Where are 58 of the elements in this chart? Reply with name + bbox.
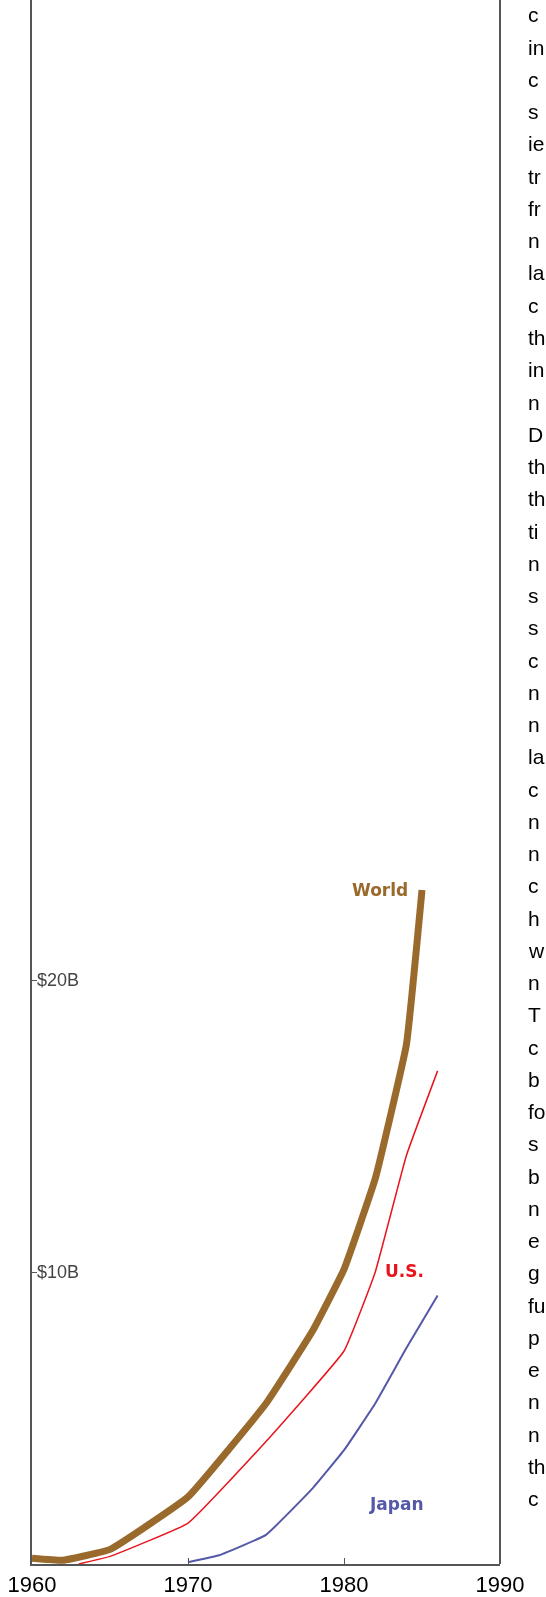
text: fr	[528, 197, 541, 220]
text: s	[528, 584, 539, 607]
text: b	[528, 1165, 540, 1188]
text: s	[528, 1132, 539, 1155]
text: c	[528, 294, 539, 317]
text: h	[528, 907, 540, 930]
text: n	[528, 229, 540, 252]
text: la	[528, 261, 545, 284]
text: n	[528, 552, 540, 575]
text: s	[528, 616, 539, 639]
text: g	[528, 1261, 540, 1284]
text: n	[528, 1390, 540, 1413]
text: la	[528, 745, 545, 768]
y-tick-label: $20B	[37, 970, 80, 990]
text: b	[528, 1068, 540, 1091]
text: ti	[528, 520, 539, 543]
text: in	[528, 358, 545, 381]
text: th	[528, 326, 546, 349]
text: w	[528, 939, 545, 962]
text: T	[528, 1003, 541, 1026]
text: D	[528, 423, 544, 446]
text: c	[528, 874, 539, 897]
line-series	[187, 1294, 439, 1564]
x-tick-label: 1970	[163, 1572, 213, 1597]
text: e	[528, 1358, 540, 1381]
x-tick-label: 1980	[319, 1572, 369, 1597]
text: c	[528, 649, 539, 672]
text: n	[528, 681, 540, 704]
text: c	[528, 1487, 539, 1510]
text: Japan	[369, 1494, 424, 1514]
text: th	[528, 487, 546, 510]
text: in	[528, 36, 545, 59]
x-tick-label: 1990	[475, 1572, 525, 1597]
text: p	[528, 1326, 540, 1349]
text: th	[528, 1455, 546, 1478]
text: c	[528, 68, 539, 91]
text: n	[528, 713, 540, 736]
text: n	[528, 971, 540, 994]
text: c	[528, 778, 539, 801]
text: ie	[528, 132, 545, 155]
x-tick-label: 1960	[7, 1572, 57, 1597]
text: n	[528, 1197, 540, 1220]
text: n	[528, 810, 540, 833]
text: fu	[528, 1294, 546, 1317]
text: fo	[528, 1100, 546, 1123]
series-label: U.S.	[385, 1261, 424, 1281]
text: th	[528, 455, 546, 478]
text: e	[528, 1229, 540, 1252]
text: n	[528, 391, 540, 414]
series-label: World	[352, 880, 409, 900]
text: tr	[528, 165, 541, 188]
text: c	[528, 3, 539, 26]
text: c	[528, 1036, 539, 1059]
text: n	[528, 842, 540, 865]
text: n	[528, 1423, 540, 1446]
text: s	[528, 100, 539, 123]
line-series	[78, 1070, 439, 1564]
y-tick-label: $10B	[37, 1262, 80, 1282]
